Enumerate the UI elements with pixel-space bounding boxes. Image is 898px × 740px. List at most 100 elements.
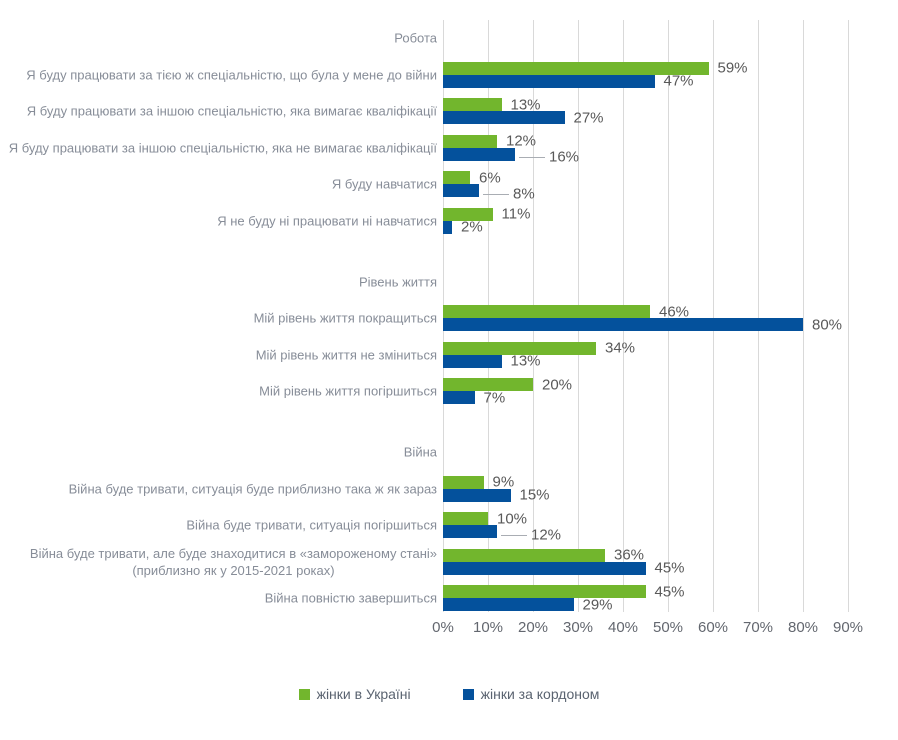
x-axis-tick-label: 90% — [832, 619, 864, 636]
category-label: Війна буде тривати, ситуація буде прибли… — [69, 480, 437, 497]
value-label: 12% — [531, 526, 562, 544]
bar-women-abroad — [443, 525, 497, 539]
value-label: 10% — [497, 510, 528, 528]
value-label: 47% — [663, 72, 694, 90]
legend-swatch-icon — [298, 688, 310, 700]
value-leader-line — [483, 193, 509, 195]
value-leader-line — [519, 157, 545, 159]
bar-women-abroad — [443, 220, 452, 234]
category-label-line: Війна буде тривати, ситуація буде прибли… — [68, 481, 437, 497]
legend-label: жінки в Україні — [316, 686, 411, 702]
x-axis-tick-label: 20% — [517, 619, 549, 636]
bar-women-abroad — [443, 561, 646, 575]
bar-women-in-ukraine — [443, 134, 497, 148]
x-axis-tick-label: 50% — [652, 619, 684, 636]
gridline — [667, 20, 669, 612]
category-label-line: Мій рівень життя не зміниться — [255, 347, 437, 363]
value-label: 36% — [614, 546, 645, 564]
bar-women-in-ukraine — [443, 305, 650, 319]
category-label-line: Я не буду ні працювати ні навчатися — [217, 213, 437, 229]
category-label: Мій рівень життя покращиться — [254, 310, 437, 327]
value-label: 45% — [654, 583, 685, 601]
bar-women-abroad — [443, 598, 574, 612]
value-label: 15% — [519, 486, 550, 504]
category-label-line: Мій рівень життя покращиться — [253, 310, 437, 326]
category-label-line: Я буду працювати за іншою спеціальністю,… — [8, 140, 437, 156]
value-label: 8% — [513, 185, 535, 203]
category-label-line: Я буду навчатися — [331, 176, 437, 192]
value-label: 34% — [605, 339, 636, 357]
section-label: Робота — [394, 30, 437, 46]
category-label: Я буду працювати за іншою спеціальністю,… — [9, 139, 437, 156]
value-label: 20% — [542, 376, 573, 394]
category-label-line: Я буду працювати за тією ж спеціальністю… — [26, 67, 437, 83]
x-axis-tick-label: 70% — [742, 619, 774, 636]
category-label: Я буду навчатися — [332, 176, 437, 193]
bar-women-abroad — [443, 111, 565, 125]
bar-women-abroad — [443, 74, 655, 88]
x-axis-tick-label: 10% — [472, 619, 504, 636]
legend-item: жінки в Україні — [298, 686, 411, 702]
bar-women-abroad — [443, 488, 511, 502]
bar-women-in-ukraine — [443, 341, 596, 355]
bar-women-in-ukraine — [443, 207, 493, 221]
bar-women-in-ukraine — [443, 171, 470, 185]
legend: жінки в Україні жінки за кордоном — [0, 686, 898, 702]
section-label: Рівень життя — [358, 274, 437, 290]
x-axis-tick-label: 0% — [432, 619, 454, 636]
category-label: Війна повністю завершиться — [265, 590, 437, 607]
value-label: 29% — [582, 596, 613, 614]
category-label: Я буду працювати за іншою спеціальністю,… — [27, 103, 437, 120]
section-label: Війна — [403, 444, 437, 460]
value-label: 46% — [659, 303, 690, 321]
value-label: 16% — [549, 148, 580, 166]
bar-women-abroad — [443, 147, 515, 161]
category-label-line: Війна буде тривати, але буде знаходитися… — [29, 545, 437, 561]
bar-women-abroad — [443, 318, 803, 332]
bar-women-abroad — [443, 184, 479, 198]
x-axis-tick-label: 30% — [562, 619, 594, 636]
value-label: 27% — [573, 109, 604, 127]
x-axis-tick-label: 40% — [607, 619, 639, 636]
category-label-line: Мій рівень життя погіршиться — [259, 383, 437, 399]
legend-label: жінки за кордоном — [480, 686, 600, 702]
category-label: Мій рівень життя не зміниться — [256, 346, 437, 363]
bar-women-abroad — [443, 354, 502, 368]
category-label: Війна буде тривати, але буде знаходитися… — [30, 545, 437, 579]
value-label: 13% — [510, 96, 541, 114]
x-axis-tick-label: 60% — [697, 619, 729, 636]
category-label-line: Війна повністю завершиться — [264, 590, 437, 606]
x-axis-tick-label: 80% — [787, 619, 819, 636]
category-label-line: Я буду працювати за іншою спеціальністю,… — [26, 103, 437, 119]
value-label: 12% — [506, 132, 537, 150]
value-label: 7% — [483, 389, 506, 407]
legend-swatch-icon — [462, 688, 474, 700]
category-label: Я не буду ні працювати ні навчатися — [217, 212, 437, 229]
category-label: Мій рівень життя погіршиться — [259, 383, 437, 400]
value-leader-line — [501, 534, 527, 536]
value-label: 6% — [479, 169, 501, 187]
bar-women-in-ukraine — [443, 475, 484, 489]
gridline — [712, 20, 714, 612]
bar-women-in-ukraine — [443, 378, 533, 392]
category-label-line: (приблизно як у 2015-2021 роках) — [132, 562, 335, 578]
value-label: 80% — [812, 316, 843, 334]
gridline — [847, 20, 849, 612]
bar-women-in-ukraine — [443, 61, 709, 75]
category-label-line: Війна буде тривати, ситуація погіршиться — [186, 517, 437, 533]
bar-women-abroad — [443, 391, 475, 405]
bar-women-in-ukraine — [443, 548, 605, 562]
value-label: 13% — [510, 352, 541, 370]
value-label: 45% — [654, 559, 685, 577]
value-label: 9% — [492, 473, 515, 491]
legend-item: жінки за кордоном — [462, 686, 600, 702]
bar-women-in-ukraine — [443, 98, 502, 112]
value-label: 11% — [501, 205, 531, 223]
bar-women-in-ukraine — [443, 585, 646, 599]
gridline — [757, 20, 759, 612]
value-label: 59% — [717, 59, 748, 77]
bar-women-in-ukraine — [443, 512, 488, 526]
category-label: Війна буде тривати, ситуація погіршиться — [186, 517, 437, 534]
value-label: 2% — [461, 218, 483, 236]
